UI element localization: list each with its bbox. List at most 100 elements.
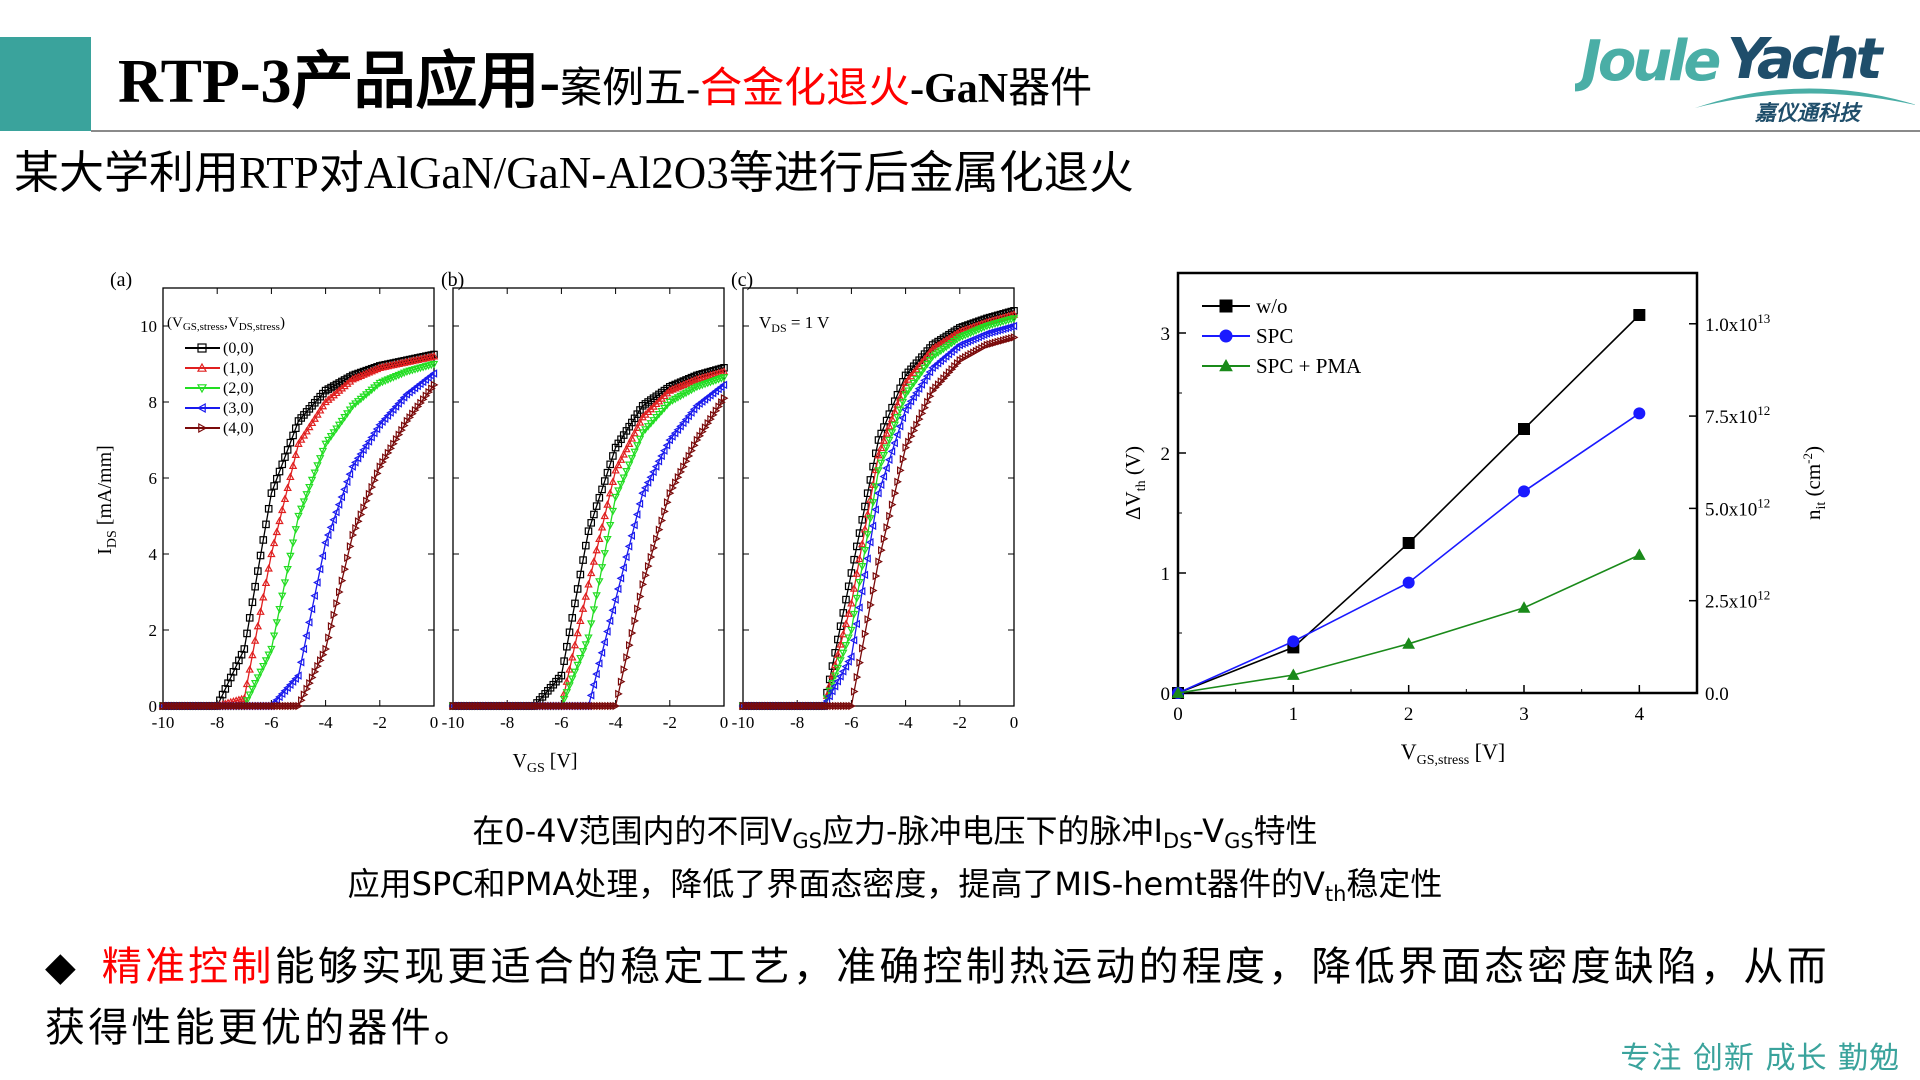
data-point: [678, 418, 687, 428]
data-point: [638, 488, 646, 498]
caption-text: 稳定性: [1346, 865, 1443, 903]
x-tick-label: 3: [1519, 704, 1529, 725]
data-point: [926, 392, 935, 401]
data-point: [852, 619, 860, 629]
data-point: [839, 609, 848, 617]
data-point: [294, 512, 303, 521]
legend-label: w/o: [1256, 294, 1288, 318]
data-point: [1518, 485, 1530, 498]
data-point: [647, 552, 656, 562]
data-point: [652, 414, 661, 422]
data-point: [597, 648, 606, 658]
data-point: [844, 609, 853, 617]
label-part: (V): [1121, 446, 1145, 480]
x-tick-label: -8: [500, 713, 514, 732]
data-point: [302, 491, 311, 499]
data-point: [573, 628, 582, 637]
data-point: [630, 428, 639, 437]
data-point: [325, 633, 333, 642]
data-point: [657, 451, 665, 461]
data-point: [635, 418, 645, 426]
data-point: [863, 531, 872, 539]
caption-sub: GS: [792, 829, 822, 853]
data-point: [295, 701, 303, 711]
data-point: [627, 455, 637, 463]
data-point: [253, 621, 263, 630]
data-point: [700, 372, 710, 381]
data-point: [860, 547, 870, 555]
data-point: [849, 636, 858, 645]
data-point: [383, 411, 392, 420]
data-point: [259, 536, 268, 544]
data-point: [256, 607, 265, 615]
title-case: 案例五-: [560, 66, 701, 112]
data-point: [340, 414, 349, 422]
data-point: [319, 650, 328, 659]
data-point: [662, 441, 671, 450]
data-point: [286, 438, 295, 447]
data-point: [353, 454, 362, 463]
data-point: [291, 526, 301, 534]
data-point: [668, 385, 677, 393]
y2-tick-label: 5.0x1012: [1705, 495, 1770, 520]
data-point: [638, 429, 647, 437]
data-point: [650, 543, 658, 553]
data-point: [912, 388, 920, 398]
data-point: [1001, 324, 1010, 333]
data-point: [559, 696, 569, 704]
data-point: [264, 504, 273, 513]
data-point: [315, 455, 325, 463]
data-point: [684, 411, 692, 421]
data-point: [885, 436, 894, 445]
data-point: [568, 652, 577, 661]
y-tick-label: 3: [1161, 324, 1171, 345]
data-point: [865, 538, 874, 547]
y-tick-label: 6: [149, 469, 158, 488]
data-point: [286, 472, 295, 481]
label-part: [V]: [545, 750, 578, 772]
data-point: [603, 627, 611, 636]
data-point: [321, 538, 329, 547]
data-point: [348, 462, 356, 471]
data-point: [874, 467, 883, 475]
data-point: [619, 474, 628, 483]
data-point: [628, 628, 637, 638]
data-point: [245, 665, 254, 673]
label-part: GS: [527, 761, 545, 776]
data-point: [887, 429, 897, 437]
data-point: [868, 480, 878, 488]
data-point: [834, 635, 842, 644]
data-point: [565, 682, 574, 690]
data-point: [352, 523, 360, 533]
data-point: [893, 414, 902, 422]
label-part: ): [1801, 446, 1825, 453]
data-point: [367, 386, 376, 395]
page-title: RTP-3产品应用-案例五-合金化退火-GaN器件: [118, 42, 1092, 138]
data-point: [679, 380, 688, 389]
data-point: [587, 519, 596, 527]
data-point: [860, 570, 869, 580]
x-tick-label: 4: [1635, 704, 1645, 725]
data-point: [253, 674, 263, 682]
y2-tick-mantissa: 2.5x10: [1705, 592, 1757, 613]
data-point: [351, 373, 360, 382]
data-point: [844, 634, 853, 643]
data-point: [643, 478, 652, 487]
data-point: [313, 578, 321, 587]
x-tick-label: -6: [554, 713, 568, 732]
data-point: [280, 579, 290, 587]
data-point: [925, 367, 934, 377]
data-point: [429, 360, 439, 369]
data-point: [340, 485, 348, 494]
data-point: [278, 460, 287, 469]
data-point: [608, 477, 618, 485]
data-point: [614, 487, 623, 495]
data-point: [891, 488, 900, 498]
x-tick-label: 2: [1404, 704, 1414, 725]
data-point: [632, 510, 641, 519]
label-part: ΔV: [1121, 491, 1145, 520]
data-point: [350, 458, 359, 467]
data-point: [654, 457, 663, 466]
data-point: [924, 397, 932, 407]
data-point: [310, 469, 319, 478]
